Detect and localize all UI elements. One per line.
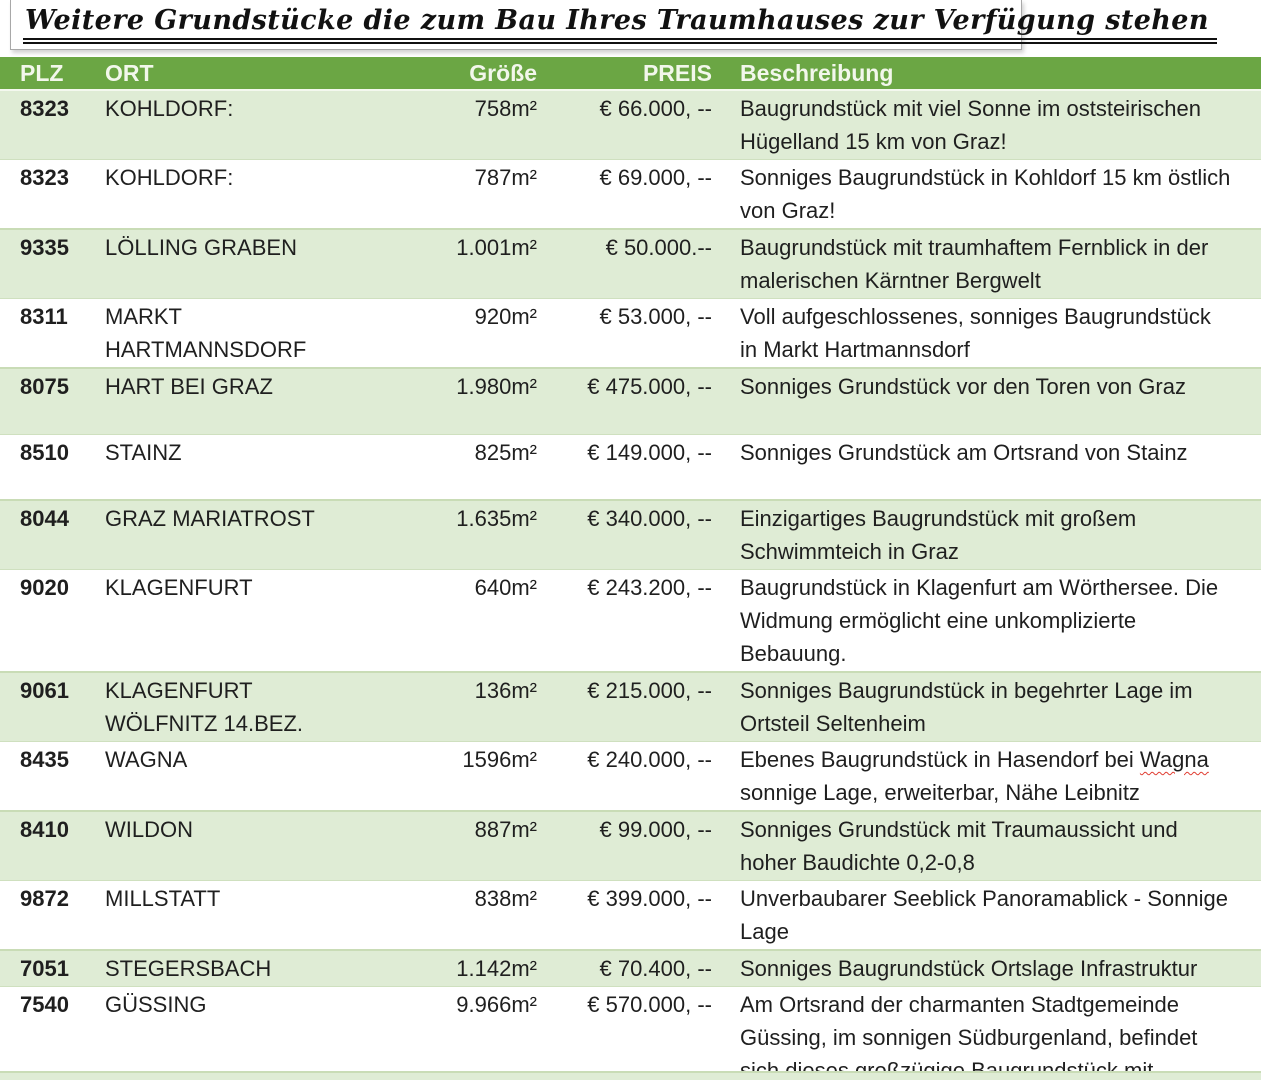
cell-ort: MARKT HARTMANNSDORF [105,304,307,362]
table-row: 8311 MARKT HARTMANNSDORF 920m² € 53.000,… [0,298,1261,368]
cell-plz: 9061 [20,678,69,703]
cell-plz: 7051 [20,956,69,981]
cell-preis: € 399.000, -- [587,886,712,911]
cell-plz: 8075 [20,374,69,399]
cell-ort: KLAGENFURT WÖLFNITZ 14.BEZ. [105,678,304,736]
cell-preis: € 475.000, -- [587,374,712,399]
cell-ort: GÜSSING [105,992,207,1017]
column-header-preis: PREIS [545,57,718,91]
table-row: 9335 LÖLLING GRABEN 1.001m² € 50.000.-- … [0,229,1261,299]
column-header-groesse: Größe [345,57,545,91]
cell-ort: LÖLLING GRABEN [105,235,297,260]
cell-beschreibung: Sonniges Baugrundstück in begehrter Lage… [740,678,1193,736]
cell-beschreibung: Sonniges Grundstück mit Traumaussicht un… [740,817,1178,875]
cell-plz: 8323 [20,96,69,121]
table-row-cutoff [0,1071,1261,1080]
cell-ort: MILLSTATT [105,886,221,911]
properties-table: PLZ ORT Größe PREIS Beschreibung 8323 KO… [0,57,1261,1080]
beschreibung-text: sonnige Lage, erweiterbar, Nähe Leibnitz [740,780,1140,805]
table-row: 8435 WAGNA 1596m² € 240.000, -- Ebenes B… [0,741,1261,812]
cell-groesse: 758m² [474,96,537,121]
cell-groesse: 1.142m² [456,956,537,981]
table-row: 8323 KOHLDORF: 758m² € 66.000, -- Baugru… [0,90,1261,160]
cell-preis: € 215.000, -- [587,678,712,703]
cell-beschreibung: Baugrundstück mit viel Sonne im oststeir… [740,96,1201,154]
cell-beschreibung: Baugrundstück mit traumhaftem Fernblick … [740,235,1209,293]
cell-groesse: 825m² [474,439,537,465]
cell-preis: € 99.000, -- [599,817,712,842]
cell-plz: 7540 [20,992,69,1017]
cell-plz: 9872 [20,886,69,911]
cell-preis: € 70.400, -- [599,956,712,981]
cell-ort: HART BEI GRAZ [105,374,273,399]
column-header-beschreibung: Beschreibung [718,57,1261,91]
table-row: 9061 KLAGENFURT WÖLFNITZ 14.BEZ. 136m² €… [0,672,1261,742]
cell-groesse: 838m² [474,886,537,911]
cell-plz: 8410 [20,817,69,842]
title-box: Weitere Grundstücke die zum Bau Ihres Tr… [10,0,1217,50]
table-row: 7051 STEGERSBACH 1.142m² € 70.400, -- So… [0,950,1261,987]
cell-ort: KOHLDORF: [105,165,234,190]
cell-beschreibung: Unverbaubarer Seeblick Panoramablick - S… [740,886,1228,944]
cell-preis: € 240.000, -- [587,747,712,772]
cell-plz: 9335 [20,235,69,260]
cell-plz: 8435 [20,747,69,772]
cell-ort: KOHLDORF: [105,96,234,121]
table-header-row: PLZ ORT Größe PREIS Beschreibung [0,57,1261,91]
beschreibung-text: Ebenes Baugrundstück in Hasendorf bei [740,747,1140,772]
cell-beschreibung: Sonniges Baugrundstück Ortslage Infrastr… [740,956,1198,981]
cell-groesse: 1.980m² [456,374,537,399]
cell-preis: € 50.000.-- [605,235,712,260]
cell-beschreibung: Sonniges Grundstück am Ortsrand von Stai… [740,439,1188,465]
cell-plz: 8311 [20,304,68,329]
cell-groesse: 920m² [474,304,537,329]
table-row: 8410 WILDON 887m² € 99.000, -- Sonniges … [0,811,1261,881]
cell-groesse: 136m² [474,678,537,703]
cell-preis: € 66.000, -- [599,96,712,121]
column-header-ort: ORT [93,57,345,91]
cell-groesse: 9.966m² [456,992,537,1017]
table-row: 8044 GRAZ MARIATROST 1.635m² € 340.000, … [0,500,1261,570]
table-row: 8075 HART BEI GRAZ 1.980m² € 475.000, --… [0,368,1261,434]
cell-preis: € 340.000, -- [587,506,712,531]
cell-plz: 9020 [20,575,69,600]
cell-preis: € 243.200, -- [587,575,712,600]
cell-ort: KLAGENFURT [105,575,253,600]
cell-plz: 8323 [20,165,69,190]
cell-preis: € 69.000, -- [599,165,712,190]
cell-ort: STEGERSBACH [105,956,272,981]
cell-groesse: 1596m² [462,747,537,772]
table-row: 9872 MILLSTATT 838m² € 399.000, -- Unver… [0,880,1261,950]
cell-ort: STAINZ [105,439,182,465]
table-row: 9020 KLAGENFURT 640m² € 243.200, -- Baug… [0,569,1261,672]
cell-groesse: 787m² [474,165,537,190]
cell-preis: € 149.000, -- [587,439,712,465]
cell-beschreibung: Voll aufgeschlossenes, sonniges Baugrund… [740,304,1211,362]
cell-groesse: 887m² [474,817,537,842]
cell-beschreibung: Ebenes Baugrundstück in Hasendorf bei Wa… [718,742,1261,812]
cell-ort: GRAZ MARIATROST [105,506,315,531]
cell-plz: 8044 [20,506,69,531]
spellcheck-word: Wagna [1139,747,1209,772]
table-row: 8323 KOHLDORF: 787m² € 69.000, -- Sonnig… [0,159,1261,229]
cell-ort: WAGNA [105,747,188,772]
cell-beschreibung: Sonniges Grundstück vor den Toren von Gr… [740,374,1186,399]
table-row: 8510 STAINZ 825m² € 149.000, -- Sonniges… [0,434,1261,500]
cell-beschreibung: Einzigartiges Baugrundstück mit großem S… [740,506,1137,564]
page-title: Weitere Grundstücke die zum Bau Ihres Tr… [23,5,1217,44]
cell-preis: € 53.000, -- [599,304,712,329]
cell-preis: € 570.000, -- [587,992,712,1017]
cell-beschreibung: Baugrundstück in Klagenfurt am Wörtherse… [740,575,1219,666]
cell-ort: WILDON [105,817,193,842]
cell-beschreibung: Am Ortsrand der charmanten Stadtgemeinde… [740,992,1198,1080]
cell-groesse: 1.001m² [456,235,537,260]
column-header-plz: PLZ [0,57,93,91]
table-row: 7540 GÜSSING 9.966m² € 570.000, -- Am Or… [0,986,1261,1080]
properties-table-wrap: PLZ ORT Größe PREIS Beschreibung 8323 KO… [0,57,1261,1080]
cell-groesse: 640m² [474,575,537,600]
cell-groesse: 1.635m² [456,506,537,531]
cell-beschreibung: Sonniges Baugrundstück in Kohldorf 15 km… [740,165,1231,223]
cell-plz: 8510 [20,439,69,465]
